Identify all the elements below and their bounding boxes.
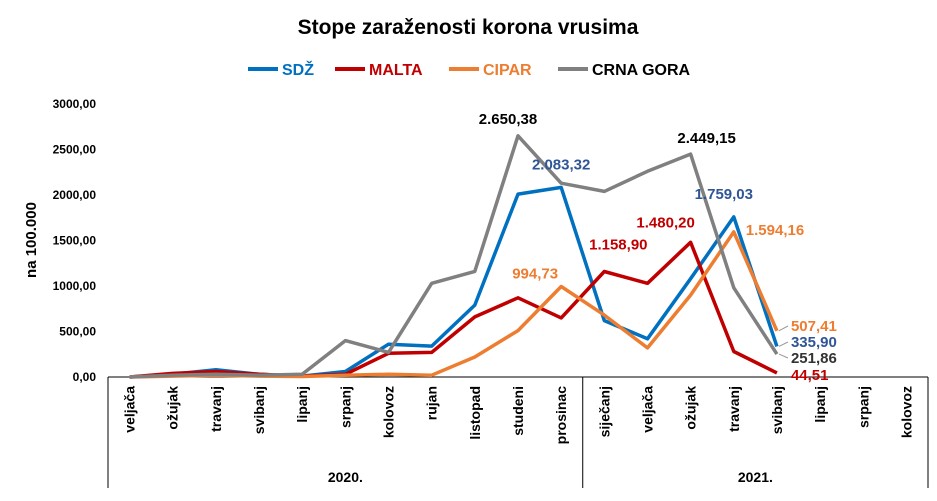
- y-tick-label: 3000,00: [53, 97, 97, 111]
- y-axis-label: na 100.000: [23, 202, 40, 278]
- year-label: 2021.: [738, 469, 773, 485]
- legend-item: CIPAR: [449, 62, 532, 79]
- legend-item: MALTA: [335, 62, 423, 79]
- chart-title: Stope zaraženosti korona vrusima: [298, 16, 639, 39]
- x-axis: veljača ožujak travanj svibanj lipanj srpanj k…: [107, 376, 929, 488]
- leader-line: [778, 341, 789, 347]
- legend-label: SDŽ: [282, 60, 314, 79]
- x-tick-label: svibanj: [769, 386, 785, 434]
- x-tick-label: ožujak: [165, 386, 181, 430]
- x-tick-label: srpanj: [337, 386, 353, 428]
- data-label: 2.083,32: [532, 156, 590, 173]
- y-tick-label: 1500,00: [53, 234, 97, 248]
- x-tick-label: listopad: [467, 386, 483, 440]
- legend-item: SDŽ: [248, 60, 314, 79]
- data-label: 44,51: [791, 367, 829, 384]
- x-tick-label: ožujak: [683, 386, 699, 430]
- data-label: 1.480,20: [636, 214, 694, 231]
- y-tick-label: 2500,00: [53, 143, 97, 157]
- data-label: 507,41: [791, 318, 837, 335]
- year-label: 2020.: [328, 469, 363, 485]
- series-line-crna-gora: [129, 134, 779, 379]
- x-tick-label: veljača: [639, 386, 655, 433]
- series-line-malta: [129, 240, 778, 379]
- x-tick-label: rujan: [424, 386, 440, 420]
- legend-item: CRNA GORA: [558, 62, 691, 79]
- data-label: 2.650,38: [479, 111, 537, 128]
- y-tick-label: 1000,00: [53, 279, 97, 293]
- x-tick-label: kolovoz: [381, 386, 397, 438]
- legend: SDŽ MALTA CIPAR CRNA GORA: [248, 60, 691, 79]
- legend-label: MALTA: [369, 62, 423, 79]
- x-tick-label: lipanj: [812, 386, 828, 423]
- x-tick-label: siječanj: [596, 386, 612, 437]
- x-tick-label: travanj: [208, 386, 224, 432]
- data-label: 1.594,16: [746, 222, 804, 239]
- data-label: 2.449,15: [677, 130, 735, 147]
- x-tick-label: veljača: [122, 386, 138, 433]
- x-tick-label: prosinac: [553, 386, 569, 445]
- data-label: 251,86: [791, 350, 837, 367]
- x-tick-label: kolovoz: [898, 386, 914, 438]
- y-tick-label: 2000,00: [53, 188, 97, 202]
- data-label: 1.158,90: [589, 237, 647, 254]
- x-tick-label: studeni: [510, 386, 526, 436]
- legend-label: CIPAR: [483, 62, 532, 79]
- leader-line: [778, 325, 789, 332]
- x-tick-label: travanj: [726, 386, 742, 432]
- legend-label: CRNA GORA: [592, 62, 691, 79]
- data-label: 335,90: [791, 334, 837, 351]
- x-tick-label: svibanj: [251, 386, 267, 434]
- y-tick-label: 0,00: [73, 370, 97, 384]
- x-tick-label: srpanj: [855, 386, 871, 428]
- series-lines: [129, 134, 779, 379]
- y-axis: 0,00 500,00 1000,00 1500,00 2000,00 2500,00 30…: [53, 97, 97, 384]
- data-labels: 2.083,32 1.759,03 335,90 1.158,90 1.480,20 44…: [479, 111, 837, 384]
- y-tick-label: 500,00: [59, 325, 96, 339]
- x-tick-label: lipanj: [294, 386, 310, 423]
- data-label: 1.759,03: [695, 186, 753, 203]
- data-label: 994,73: [512, 265, 558, 282]
- leader-line: [778, 353, 789, 359]
